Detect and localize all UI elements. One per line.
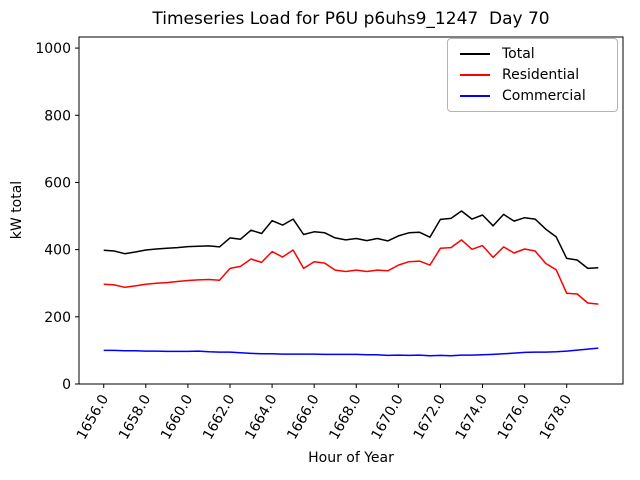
svg-text:1660.0: 1660.0 bbox=[158, 392, 196, 442]
svg-text:1672.0: 1672.0 bbox=[411, 392, 449, 442]
legend-entry-commercial: Commercial bbox=[460, 89, 609, 103]
svg-text:400: 400 bbox=[44, 243, 71, 259]
svg-text:1666.0: 1666.0 bbox=[284, 392, 322, 442]
svg-text:1676.0: 1676.0 bbox=[495, 392, 533, 442]
legend-entry-total: Total bbox=[460, 47, 609, 61]
svg-text:1670.0: 1670.0 bbox=[368, 392, 406, 442]
svg-text:1656.0: 1656.0 bbox=[74, 392, 112, 442]
y-axis-label: kW total bbox=[9, 180, 25, 240]
legend-label-residential: Residential bbox=[502, 66, 580, 83]
residential-line-swatch bbox=[460, 73, 490, 76]
commercial-line-swatch bbox=[460, 94, 490, 97]
svg-text:1668.0: 1668.0 bbox=[326, 392, 364, 442]
chart-title: Timeseries Load for P6U p6uhs9_1247 Day … bbox=[152, 9, 550, 29]
x-axis-label: Hour of Year bbox=[308, 450, 394, 466]
svg-text:0: 0 bbox=[62, 377, 71, 393]
legend-entry-residential: Residential bbox=[460, 68, 609, 82]
legend-label-total: Total bbox=[502, 46, 535, 63]
svg-text:600: 600 bbox=[44, 175, 71, 191]
svg-text:1664.0: 1664.0 bbox=[242, 392, 280, 442]
svg-text:1658.0: 1658.0 bbox=[116, 392, 154, 442]
total-line-swatch bbox=[460, 53, 490, 56]
svg-text:1000: 1000 bbox=[35, 41, 71, 57]
svg-text:800: 800 bbox=[44, 108, 71, 124]
legend: Total Residential Commercial bbox=[447, 38, 618, 112]
svg-text:1662.0: 1662.0 bbox=[200, 392, 238, 442]
svg-text:200: 200 bbox=[44, 310, 71, 326]
svg-text:1678.0: 1678.0 bbox=[537, 392, 575, 442]
legend-label-commercial: Commercial bbox=[502, 87, 586, 104]
svg-text:1674.0: 1674.0 bbox=[453, 392, 491, 442]
